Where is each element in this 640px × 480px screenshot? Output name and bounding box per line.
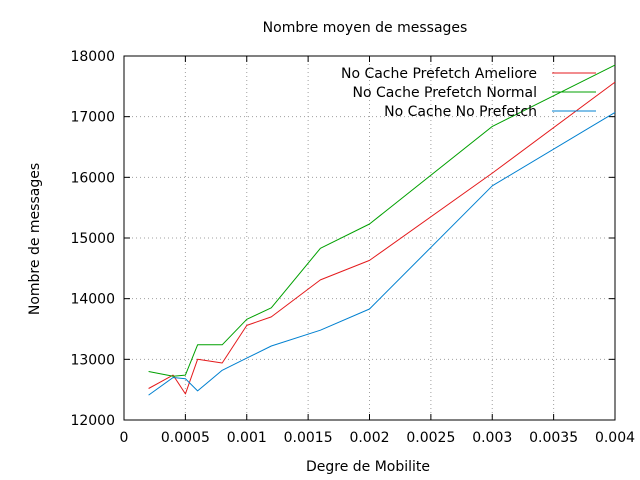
x-tick-label: 0.001 (227, 430, 267, 446)
series-line (148, 81, 616, 395)
legend: No Cache Prefetch Ameliore No Cache Prefe… (341, 66, 596, 120)
plot-frame (123, 55, 616, 421)
x-tick-label: 0.004 (595, 430, 635, 446)
x-tick-label: 0.0025 (406, 430, 455, 446)
x-tick-label: 0.0005 (161, 430, 210, 446)
x-tick-label: 0.0015 (284, 430, 333, 446)
x-tick-label: 0 (120, 430, 129, 446)
x-tick-label: 0.002 (349, 430, 389, 446)
x-tick-label: 0.0035 (529, 430, 578, 446)
legend-label: No Cache No Prefetch (384, 104, 537, 120)
y-tick-label: 16000 (70, 170, 115, 186)
grid-lines (124, 56, 615, 420)
y-tick-label: 14000 (70, 292, 115, 308)
series-line (148, 64, 616, 377)
x-axis-label: Degre de Mobilite (306, 459, 430, 475)
series-line (148, 111, 616, 396)
legend-label: No Cache Prefetch Normal (353, 85, 537, 101)
chart-title: Nombre moyen de messages (263, 20, 468, 36)
x-tick-label: 0.003 (472, 430, 512, 446)
y-tick-label: 15000 (70, 231, 115, 247)
series-lines (148, 64, 616, 396)
y-tick-label: 12000 (70, 413, 115, 429)
legend-label: No Cache Prefetch Ameliore (341, 66, 537, 82)
axis-ticks: 0 0.0005 0.001 0.0015 0.002 0.0025 0.003 0.0035… (70, 49, 635, 446)
y-tick-label: 18000 (70, 49, 115, 65)
y-tick-label: 13000 (70, 352, 115, 368)
y-axis-label: Nombre de messages (27, 163, 43, 315)
y-tick-label: 17000 (70, 110, 115, 126)
